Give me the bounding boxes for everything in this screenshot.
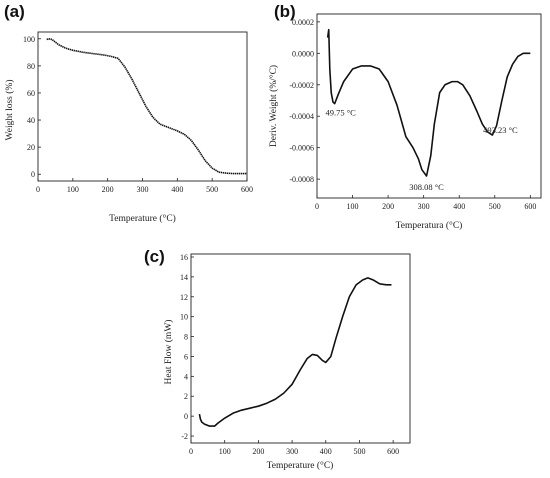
panel-b-y-tick-label: -0.0008 <box>289 175 314 184</box>
panel-b-chart: (b) 0 100 200 300 400 500 600 0.0002 0.0000 -0.0… <box>268 2 542 231</box>
panel-a-chart: (a) 0 100 200 300 400 500 600 0 20 40 60 80 100 Tem… <box>4 2 253 224</box>
panel-a-x-axis-title: Temperature (°C) <box>109 213 176 224</box>
panel-a-x-tick-label: 300 <box>137 185 149 194</box>
panel-b-x-tick-label: 200 <box>382 202 394 211</box>
panel-b-x-tick-label: 100 <box>347 202 359 211</box>
panel-b-peak-annotation: 308.08 °C <box>409 182 444 192</box>
panel-b-y-ticks: 0.0002 0.0000 -0.0002 -0.0004 -0.0006 -0.0008 <box>289 18 320 184</box>
panel-a-x-ticks: 0 100 200 300 400 500 600 <box>36 178 253 194</box>
panel-c-x-tick-label: 500 <box>353 447 365 456</box>
panel-c-y-ticks: -2 0 2 4 6 8 10 12 14 16 <box>180 253 194 441</box>
panel-c-heat-flow-curve <box>198 277 392 427</box>
panel-a-y-tick-label: 60 <box>27 89 35 98</box>
panel-c-y-tick-label: 16 <box>180 253 188 262</box>
panel-b-plot-frame <box>316 13 542 199</box>
panel-c-y-tick-label: 10 <box>180 313 188 322</box>
panel-c-y-tick-label: 4 <box>184 372 188 381</box>
panel-c-plot-frame <box>190 253 411 444</box>
panel-c-y-tick-label: 6 <box>184 352 188 361</box>
panel-b-y-tick-label: 0.0002 <box>292 18 314 27</box>
panel-a-weight-curve <box>46 37 247 175</box>
panel-c-x-tick-label: 100 <box>219 447 231 456</box>
panel-c-y-tick-label: 12 <box>180 293 188 302</box>
panel-a-label: (a) <box>4 2 25 21</box>
panel-a-x-tick-label: 600 <box>241 185 253 194</box>
panel-a-x-tick-label: 500 <box>206 185 218 194</box>
panel-c-y-tick-label: 8 <box>184 333 188 342</box>
panel-a-y-tick-label: 40 <box>27 116 35 125</box>
panel-b-label: (b) <box>274 2 296 21</box>
panel-b-y-tick-label: -0.0002 <box>289 81 314 90</box>
panel-c-y-tick-label: 0 <box>184 412 188 421</box>
panel-a-x-tick-label: 200 <box>102 185 114 194</box>
panel-b-x-tick-label: 500 <box>489 202 501 211</box>
panel-b-y-axis-title: Deriv. Weight (%/°C) <box>268 65 279 147</box>
panel-c-x-tick-label: 600 <box>387 447 399 456</box>
panel-c-y-tick-label: 14 <box>180 273 188 282</box>
panel-b-y-tick-label: 0.0000 <box>292 49 314 58</box>
panel-c-y-axis-title: Heat Flow (mW) <box>163 320 174 385</box>
panel-b-x-tick-label: 400 <box>453 202 465 211</box>
panel-c-label: (c) <box>144 247 165 266</box>
panel-b-y-tick-label: -0.0006 <box>289 144 314 153</box>
panel-c-x-axis-title: Temperature (°C) <box>267 460 334 471</box>
panel-a-y-tick-label: 20 <box>27 143 35 152</box>
panel-a-y-tick-label: 100 <box>23 35 35 44</box>
panel-c-x-tick-label: 0 <box>189 447 193 456</box>
panel-a-x-tick-label: 100 <box>67 185 79 194</box>
panel-a-y-tick-label: 0 <box>31 170 35 179</box>
panel-a-x-tick-label: 400 <box>171 185 183 194</box>
panel-a-x-tick-label: 0 <box>36 185 40 194</box>
panel-a-y-ticks: 0 20 40 60 80 100 <box>23 35 41 179</box>
panel-c-chart: (c) 0 100 200 300 400 500 600 -20246810121416 … <box>144 247 411 471</box>
panel-c-x-tick-label: 300 <box>286 447 298 456</box>
panel-a-y-tick-label: 80 <box>27 62 35 71</box>
panel-b-x-tick-label: 600 <box>524 202 536 211</box>
panel-b-peak-annotation: 493.23 °C <box>483 125 518 135</box>
panel-c-y-tick-label: -2 <box>181 432 188 441</box>
panel-b-x-tick-label: 300 <box>418 202 430 211</box>
panel-b-annotations: 49.75 °C 308.08 °C 493.23 °C <box>326 108 518 192</box>
panel-b-x-tick-label: 0 <box>315 202 319 211</box>
panel-c-y-tick-label: 2 <box>184 392 188 401</box>
panel-b-peak-annotation: 49.75 °C <box>326 108 357 118</box>
panel-b-x-axis-title: Temperatura (°C) <box>396 220 463 231</box>
panel-a-plot-frame <box>37 31 248 182</box>
panel-b-derivative-curve <box>326 28 531 177</box>
panel-a-y-axis-title: Weight loss (%) <box>4 80 15 141</box>
panel-c-x-tick-label: 200 <box>252 447 264 456</box>
panel-b-x-ticks: 0 100 200 300 400 500 600 <box>315 195 536 211</box>
panel-c-x-ticks: 0 100 200 300 400 500 600 <box>189 440 399 456</box>
panel-c-x-tick-label: 400 <box>320 447 332 456</box>
panel-b-y-tick-label: -0.0004 <box>289 112 314 121</box>
